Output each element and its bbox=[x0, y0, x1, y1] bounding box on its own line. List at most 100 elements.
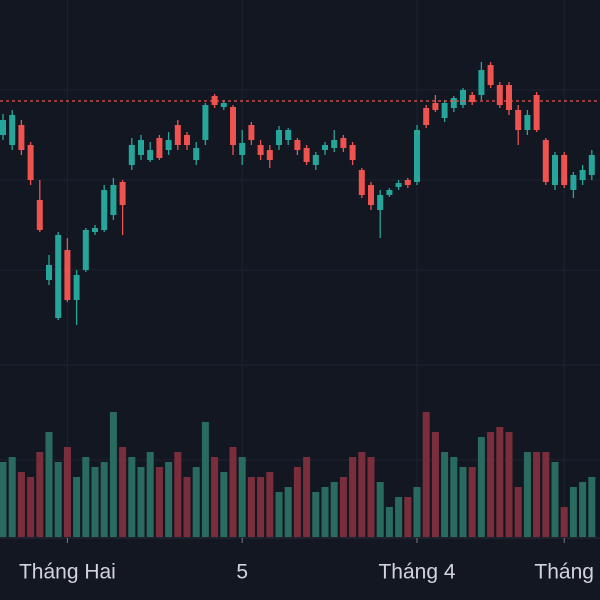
volume-bar bbox=[533, 452, 541, 537]
candle-body bbox=[552, 155, 558, 185]
volume-bar bbox=[0, 462, 7, 537]
volume-bar bbox=[238, 457, 246, 537]
volume-bar bbox=[257, 477, 265, 537]
volume-bar bbox=[174, 452, 182, 537]
volume-bar bbox=[431, 432, 439, 537]
volume-bar bbox=[91, 467, 99, 537]
volume-bar bbox=[367, 457, 375, 537]
volume-bar bbox=[542, 452, 550, 537]
volume-bar bbox=[229, 447, 237, 537]
candle-body bbox=[294, 140, 301, 150]
volume-bar bbox=[450, 457, 458, 537]
volume-bar bbox=[588, 477, 596, 537]
candle-body bbox=[570, 175, 577, 190]
volume-bar bbox=[422, 412, 430, 537]
candle-body bbox=[506, 85, 512, 110]
candle-body bbox=[138, 140, 144, 155]
volume-bar bbox=[27, 477, 35, 537]
x-tick-label: 5 bbox=[236, 561, 248, 584]
volume-bar bbox=[441, 452, 449, 537]
volume-bar bbox=[192, 467, 200, 537]
candle-body bbox=[432, 103, 439, 110]
volume-bar bbox=[128, 457, 136, 537]
candle-body bbox=[36, 200, 43, 230]
x-tick-label: Tháng Hai bbox=[19, 561, 116, 584]
volume-bar bbox=[505, 432, 513, 537]
volume-bar bbox=[569, 487, 577, 537]
candle-body bbox=[561, 155, 568, 185]
candle-body bbox=[128, 145, 135, 165]
volume-bar bbox=[201, 422, 209, 537]
volume-bar bbox=[293, 467, 301, 537]
candle-body bbox=[18, 125, 25, 150]
volume-bar bbox=[413, 487, 421, 537]
volume-bar bbox=[477, 437, 485, 537]
candle-body bbox=[524, 115, 531, 130]
candle-body bbox=[285, 130, 292, 140]
candle-body bbox=[487, 65, 494, 85]
candle-body bbox=[515, 110, 522, 130]
candle-body bbox=[414, 130, 420, 182]
volume-bar bbox=[514, 487, 522, 537]
candle-body bbox=[450, 98, 457, 108]
volume-bar bbox=[45, 432, 53, 537]
candle-body bbox=[423, 108, 430, 125]
volume-bar bbox=[109, 412, 117, 537]
volume-bar bbox=[165, 462, 173, 537]
candle-body bbox=[266, 150, 273, 160]
candle-body bbox=[542, 140, 549, 182]
candle-body bbox=[211, 96, 218, 105]
candle-body bbox=[156, 138, 163, 158]
candle-body bbox=[46, 265, 52, 280]
x-tick-label: Tháng bbox=[534, 561, 594, 584]
candle-body bbox=[9, 115, 16, 145]
candle-body bbox=[533, 95, 540, 130]
volume-bar bbox=[376, 482, 384, 537]
candle-body bbox=[82, 230, 89, 270]
candle-body bbox=[368, 185, 374, 205]
volume-bar bbox=[82, 457, 90, 537]
volume-bar bbox=[146, 452, 154, 537]
candle-body bbox=[220, 103, 227, 107]
candle-body bbox=[349, 145, 356, 160]
candle-body bbox=[257, 145, 264, 155]
candle-body bbox=[496, 85, 503, 105]
volume-bar bbox=[220, 472, 228, 537]
volume-bar bbox=[17, 472, 25, 537]
candle-body bbox=[441, 103, 448, 118]
candle-body bbox=[184, 135, 190, 145]
candle-body bbox=[248, 125, 255, 140]
volume-bar bbox=[404, 497, 412, 537]
volume-bar bbox=[266, 472, 274, 537]
volume-bar bbox=[275, 492, 283, 537]
candle-body bbox=[147, 150, 154, 160]
candle-body bbox=[377, 195, 384, 210]
volume-bar bbox=[551, 462, 559, 537]
candle-body bbox=[404, 180, 411, 185]
candle-body bbox=[331, 140, 338, 148]
candle-body bbox=[276, 130, 282, 145]
volume-bar bbox=[8, 457, 16, 537]
candle-body bbox=[579, 170, 586, 180]
candle-body bbox=[27, 145, 34, 180]
candle-body bbox=[174, 125, 181, 145]
volume-bar bbox=[523, 452, 531, 537]
volume-bar bbox=[579, 482, 587, 537]
volume-bar bbox=[63, 447, 71, 537]
candle-body bbox=[358, 170, 365, 195]
volume-bar bbox=[54, 462, 62, 537]
volume-bar bbox=[358, 452, 366, 537]
volume-bar bbox=[487, 432, 495, 537]
volume-bar bbox=[385, 507, 393, 537]
volume-bar bbox=[36, 452, 44, 537]
candle-body bbox=[469, 95, 476, 102]
candle-body bbox=[202, 105, 209, 140]
volume-bar bbox=[339, 477, 347, 537]
candle-body bbox=[395, 183, 402, 187]
candle-body bbox=[322, 145, 328, 150]
volume-bar bbox=[73, 477, 81, 537]
volume-bar bbox=[459, 467, 467, 537]
candle-body bbox=[193, 148, 200, 160]
